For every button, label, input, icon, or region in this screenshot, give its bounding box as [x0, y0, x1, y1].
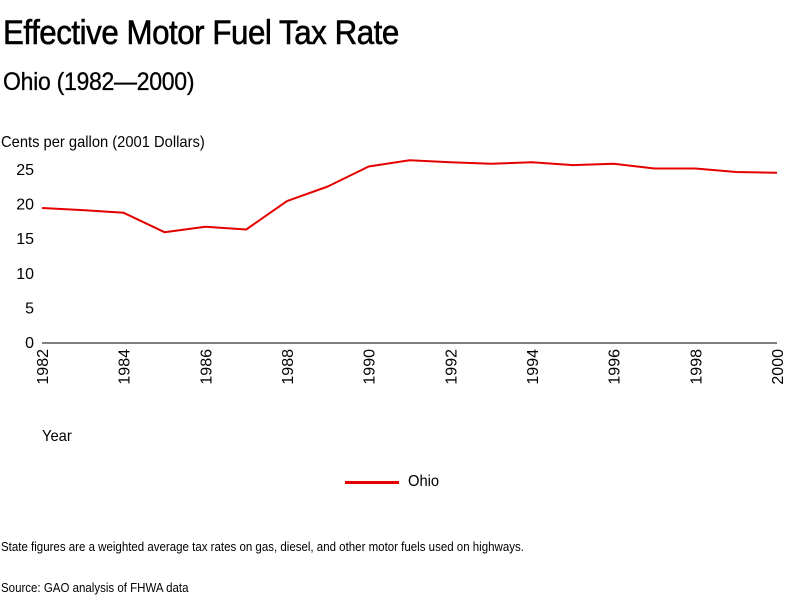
chart-subtitle: Ohio (1982—2000)	[3, 68, 195, 96]
x-tick-label: 1990	[362, 349, 379, 385]
legend-swatch-ohio	[345, 480, 399, 484]
chart-title: Effective Motor Fuel Tax Rate	[3, 14, 400, 53]
y-tick-label: 10	[16, 266, 34, 283]
x-tick-label: 1992	[443, 349, 460, 385]
y-tick-label: 20	[16, 197, 34, 214]
y-axis-label: Cents per gallon (2001 Dollars)	[1, 134, 205, 151]
y-tick-label: 25	[16, 162, 34, 179]
legend-label-ohio: Ohio	[408, 473, 440, 490]
source-note: Source: GAO analysis of FHWA data	[1, 581, 189, 595]
legend: Ohio	[345, 472, 442, 492]
x-tick-label: 1986	[198, 349, 215, 385]
series-line-ohio	[41, 159, 778, 234]
y-tick-label: 15	[16, 231, 34, 248]
x-tick-label: 2000	[770, 349, 787, 385]
x-axis-label: Year	[42, 428, 72, 445]
y-tick-labels: 0 5 10 15 20 25	[16, 162, 34, 352]
x-tick-label: 1988	[280, 349, 297, 385]
x-tick-label: 1996	[607, 349, 624, 385]
x-tick-labels: 1982 1984 1986 1988 1990 1992 1994 1996 1998 2000	[35, 349, 787, 385]
x-tick-label: 1982	[35, 349, 52, 385]
y-tick-label: 0	[25, 335, 34, 352]
y-tick-label: 5	[25, 300, 34, 317]
x-tick-label: 1984	[117, 349, 134, 385]
footnote: State figures are a weighted average tax…	[1, 540, 524, 554]
x-tick-label: 1994	[525, 349, 542, 385]
x-tick-label: 1998	[688, 349, 705, 385]
